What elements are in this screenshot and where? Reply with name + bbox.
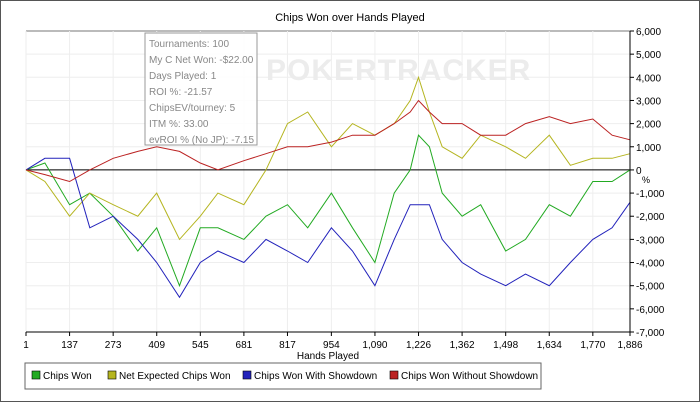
chart-title: Chips Won over Hands Played bbox=[275, 12, 425, 24]
tooltip-line: ChipsEV/tourney: 5 bbox=[149, 103, 236, 114]
x-axis-label: Hands Played bbox=[297, 351, 359, 362]
watermark: POKERTRACKER bbox=[266, 54, 531, 87]
tooltip-line: Tournaments: 100 bbox=[149, 39, 229, 50]
legend-entry: Chips Won With Showdown bbox=[254, 371, 377, 382]
legend-entry: Chips Won Without Showdown bbox=[401, 371, 538, 382]
y-tick-label: -2,000 bbox=[636, 212, 665, 223]
legend-swatch bbox=[389, 370, 399, 380]
tooltip-box bbox=[144, 32, 258, 146]
x-tick-label: 1,770 bbox=[580, 340, 605, 351]
legend-swatch bbox=[31, 370, 41, 380]
series-line-chips-won-without-showdown bbox=[25, 99, 631, 183]
y-tick-label: -3,000 bbox=[636, 235, 665, 246]
tooltip-line: My C Net Won: -$22.00 bbox=[149, 55, 254, 66]
x-tick-label: 681 bbox=[236, 340, 253, 351]
x-tick-label: 1,226 bbox=[406, 340, 431, 351]
right-axis-label: % bbox=[642, 175, 650, 185]
x-tick-label: 1,090 bbox=[362, 340, 387, 351]
series-line-chips-won-with-showdown bbox=[25, 157, 631, 299]
y-tick-label: -7,000 bbox=[636, 328, 665, 339]
x-tick-label: 1,362 bbox=[450, 340, 475, 351]
tooltip-line: ITM %: 33.00 bbox=[149, 119, 209, 130]
y-tick-label: 1,000 bbox=[636, 143, 661, 154]
y-tick-label: -5,000 bbox=[636, 282, 665, 293]
y-tick-label: 5,000 bbox=[636, 50, 661, 61]
legend-entry: Chips Won bbox=[43, 371, 92, 382]
legend-swatch bbox=[107, 370, 117, 380]
x-tick-label: 273 bbox=[105, 340, 122, 351]
series-line-net-expected-chips-won bbox=[25, 75, 631, 241]
y-tick-label: -1,000 bbox=[636, 189, 665, 200]
legend-entry: Net Expected Chips Won bbox=[119, 371, 231, 382]
series-line-chips-won bbox=[25, 134, 631, 288]
x-tick-label: 1 bbox=[23, 340, 29, 351]
x-tick-label: 409 bbox=[148, 340, 165, 351]
x-tick-label: 1,634 bbox=[537, 340, 562, 351]
y-tick-label: 0 bbox=[636, 166, 642, 177]
y-tick-label: -4,000 bbox=[636, 259, 665, 270]
x-tick-label: 545 bbox=[192, 340, 209, 351]
tooltip-line: ROI %: -21.57 bbox=[149, 87, 213, 98]
tooltip-line: evROI % (No JP): -7.15 bbox=[149, 135, 254, 146]
legend-swatch bbox=[242, 370, 252, 380]
y-tick-label: -6,000 bbox=[636, 305, 665, 316]
tooltip-line: Days Played: 1 bbox=[149, 71, 217, 82]
x-tick-label: 1,498 bbox=[493, 340, 518, 351]
y-tick-label: 6,000 bbox=[636, 27, 661, 38]
x-tick-label: 1,886 bbox=[617, 340, 642, 351]
y-tick-label: 2,000 bbox=[636, 120, 661, 131]
x-tick-label: 817 bbox=[279, 340, 296, 351]
y-tick-label: 3,000 bbox=[636, 96, 661, 107]
x-tick-label: 954 bbox=[323, 340, 340, 351]
x-tick-label: 137 bbox=[61, 340, 78, 351]
y-tick-label: 4,000 bbox=[636, 73, 661, 84]
